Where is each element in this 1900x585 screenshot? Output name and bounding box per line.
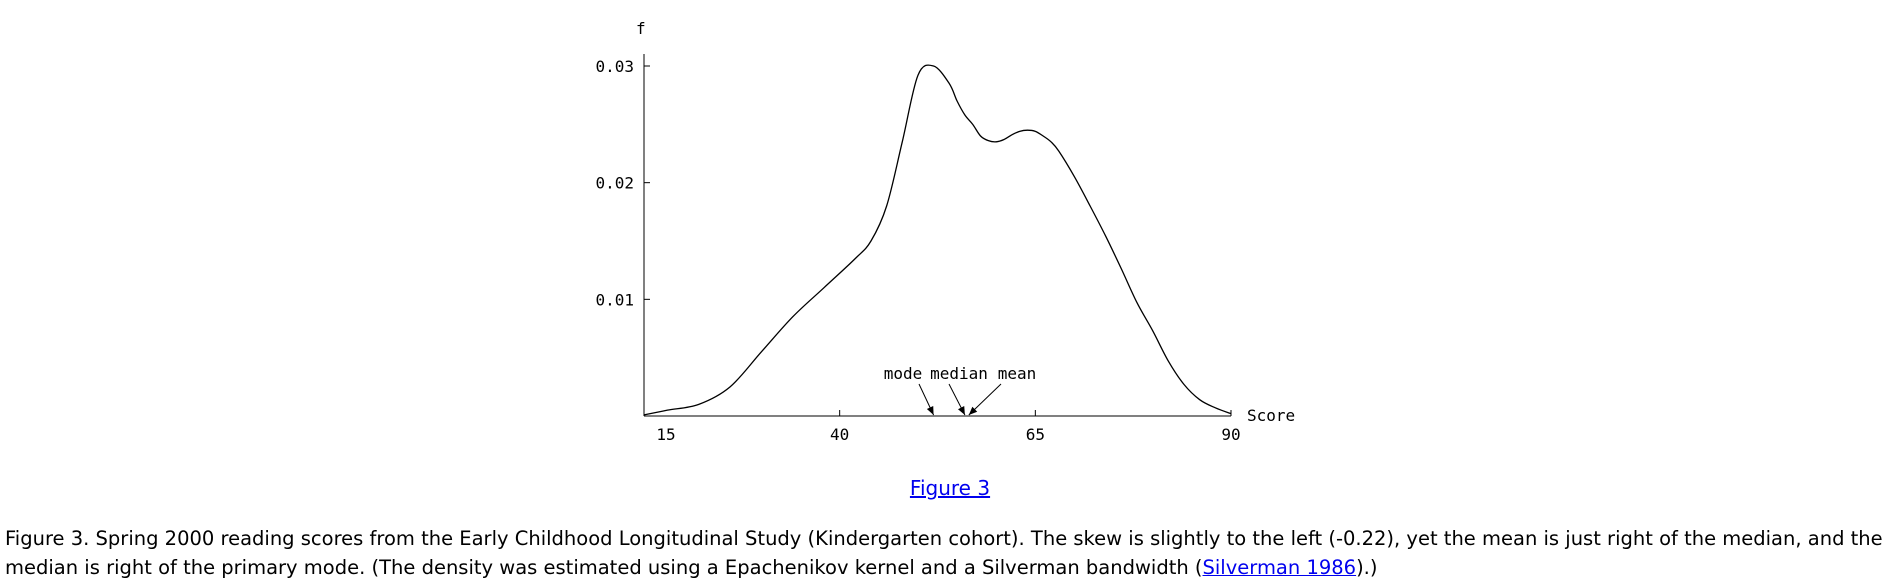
figure-caption: Figure 3. Spring 2000 reading scores fro… [5,524,1895,582]
x-axis-label: Score [1247,406,1295,425]
axes [643,54,1231,417]
annotation-mean: mean [998,364,1037,383]
caption-suffix: ).) [1356,556,1378,579]
figure-link-container: Figure 3 [0,476,1900,500]
annotation-median: median [930,364,988,383]
y-axis-label: f [636,19,646,38]
density-curve [643,64,1232,416]
y-tick-label: 0.02 [595,174,634,193]
caption-text: Figure 3. Spring 2000 reading scores fro… [5,527,1883,579]
x-tick-label: 65 [1026,425,1045,444]
figure-link[interactable]: Figure 3 [909,476,991,500]
annotation-arrowhead-median [957,406,965,415]
x-tick-label: 40 [830,425,849,444]
ticks: 0.01 0.02 0.03 15 40 65 90 [595,57,1240,444]
x-tick-label: 90 [1221,425,1240,444]
x-tick-label: 15 [656,425,675,444]
annotations: mode median mean [884,364,1037,416]
annotation-mode: mode [884,364,923,383]
silverman-citation-link[interactable]: Silverman 1986 [1202,556,1357,579]
y-tick-label: 0.01 [595,290,634,309]
annotation-arrowhead-mode [926,406,934,415]
density-chart: 0.01 0.02 0.03 15 40 65 90 f Score mode median m… [595,19,1295,444]
y-tick-label: 0.03 [595,57,634,76]
annotation-arrowhead-mean [968,406,978,415]
